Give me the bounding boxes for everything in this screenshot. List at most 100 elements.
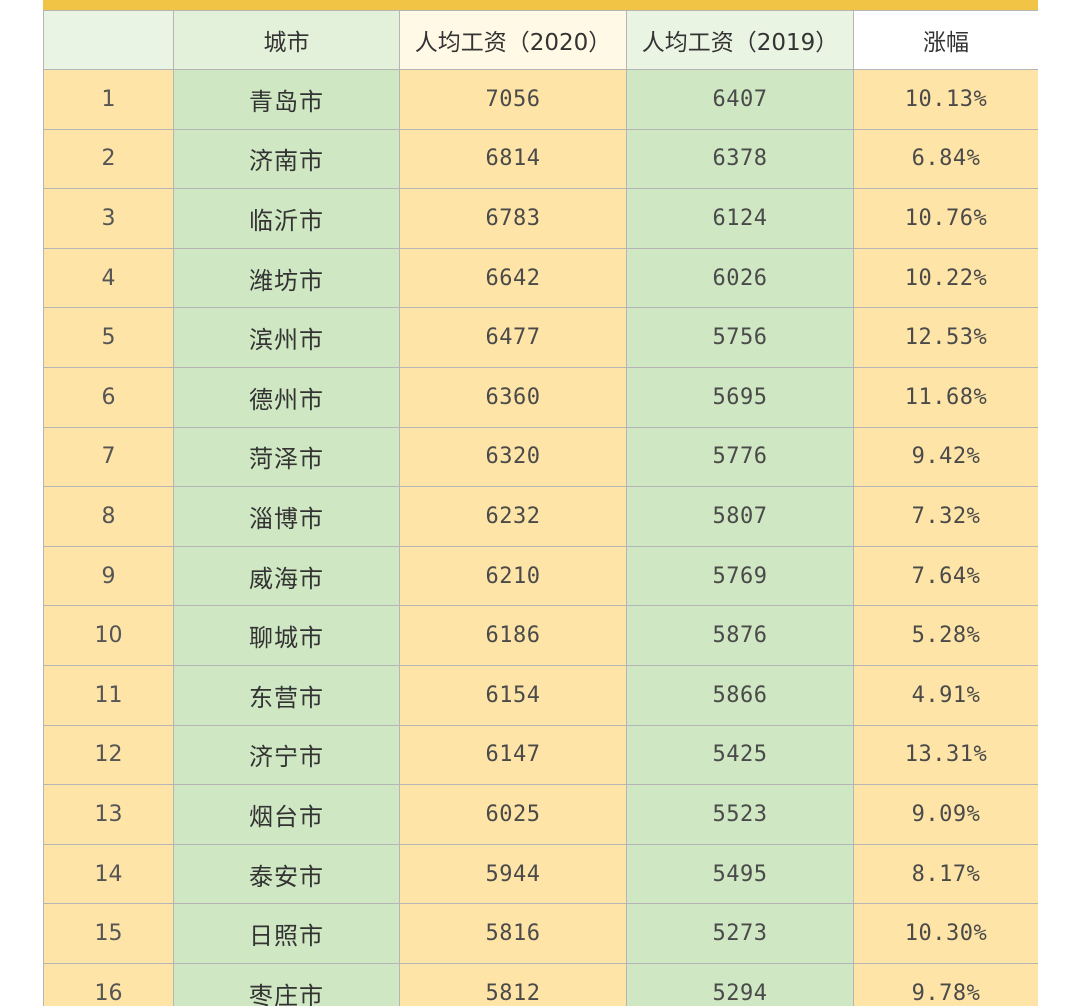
cell-rank: 2 xyxy=(43,128,174,190)
cell-wage-2019: 6124 xyxy=(626,188,854,249)
table-row: 2 济南市 6814 6378 6.84% xyxy=(43,128,1038,190)
cell-city: 淄博市 xyxy=(173,486,400,547)
cell-rise: 10.22% xyxy=(853,247,1038,309)
cell-rise: 4.91% xyxy=(853,664,1038,726)
table-row: 10 聊城市 6186 5876 5.28% xyxy=(43,605,1038,666)
cell-rise: 10.13% xyxy=(853,69,1038,130)
cell-rank: 3 xyxy=(43,188,174,249)
cell-rank: 10 xyxy=(43,605,174,666)
table-row: 13 烟台市 6025 5523 9.09% xyxy=(43,784,1038,845)
header-rise: 涨幅 xyxy=(853,10,1038,70)
cell-wage-2020: 6642 xyxy=(399,247,627,309)
table-row: 3 临沂市 6783 6124 10.76% xyxy=(43,188,1038,249)
cell-wage-2020: 6814 xyxy=(399,128,627,190)
table-row: 5 滨州市 6477 5756 12.53% xyxy=(43,307,1038,368)
cell-wage-2019: 5273 xyxy=(626,903,854,964)
cell-rank: 13 xyxy=(43,784,174,845)
cell-wage-2020: 6360 xyxy=(399,366,627,428)
cell-city: 济宁市 xyxy=(173,724,400,786)
cell-rise: 7.64% xyxy=(853,545,1038,607)
cell-wage-2019: 5776 xyxy=(626,426,854,488)
cell-wage-2020: 7056 xyxy=(399,69,627,130)
table-row: 4 潍坊市 6642 6026 10.22% xyxy=(43,247,1038,309)
cell-city: 潍坊市 xyxy=(173,247,400,309)
table-row: 6 德州市 6360 5695 11.68% xyxy=(43,366,1038,428)
cell-wage-2019: 5695 xyxy=(626,366,854,428)
cell-wage-2020: 6025 xyxy=(399,784,627,845)
cell-rank: 8 xyxy=(43,486,174,547)
cell-city: 威海市 xyxy=(173,545,400,607)
cell-rank: 7 xyxy=(43,426,174,488)
cell-rank: 15 xyxy=(43,903,174,964)
cell-city: 泰安市 xyxy=(173,843,400,905)
header-wage-2020: 人均工资（2020） xyxy=(399,10,627,70)
table-row: 11 东营市 6154 5866 4.91% xyxy=(43,664,1038,726)
cell-rank: 9 xyxy=(43,545,174,607)
table-header: 城市 人均工资（2020） 人均工资（2019） 涨幅 xyxy=(43,10,1038,70)
cell-rank: 6 xyxy=(43,366,174,428)
header-strip xyxy=(43,0,1038,10)
cell-city: 聊城市 xyxy=(173,605,400,666)
cell-city: 滨州市 xyxy=(173,307,400,368)
cell-wage-2019: 5425 xyxy=(626,724,854,786)
cell-wage-2020: 6232 xyxy=(399,486,627,547)
header-row: 城市 人均工资（2020） 人均工资（2019） 涨幅 xyxy=(43,10,1038,70)
cell-city: 青岛市 xyxy=(173,69,400,130)
cell-rise: 6.84% xyxy=(853,128,1038,190)
header-wage-2019: 人均工资（2019） xyxy=(626,10,854,70)
cell-wage-2020: 6147 xyxy=(399,724,627,786)
cell-rank: 12 xyxy=(43,724,174,786)
cell-rank: 5 xyxy=(43,307,174,368)
cell-rise: 9.09% xyxy=(853,784,1038,845)
cell-wage-2019: 5866 xyxy=(626,664,854,726)
cell-rise: 8.17% xyxy=(853,843,1038,905)
table-row: 12 济宁市 6147 5425 13.31% xyxy=(43,724,1038,786)
table-body: 1 青岛市 7056 6407 10.13% 2 济南市 6814 6378 6.84% 3 临沂市 6… xyxy=(43,69,1038,1006)
table-row: 7 菏泽市 6320 5776 9.42% xyxy=(43,426,1038,488)
cell-wage-2019: 5876 xyxy=(626,605,854,666)
cell-city: 济南市 xyxy=(173,128,400,190)
cell-wage-2020: 5944 xyxy=(399,843,627,905)
cell-wage-2020: 6320 xyxy=(399,426,627,488)
header-city: 城市 xyxy=(173,10,400,70)
cell-wage-2019: 5294 xyxy=(626,962,854,1006)
cell-wage-2020: 6210 xyxy=(399,545,627,607)
cell-wage-2020: 6477 xyxy=(399,307,627,368)
cell-rise: 5.28% xyxy=(853,605,1038,666)
cell-wage-2019: 5495 xyxy=(626,843,854,905)
cell-city: 东营市 xyxy=(173,664,400,726)
cell-city: 日照市 xyxy=(173,903,400,964)
cell-city: 枣庄市 xyxy=(173,962,400,1006)
cell-wage-2019: 6026 xyxy=(626,247,854,309)
table-row: 14 泰安市 5944 5495 8.17% xyxy=(43,843,1038,905)
cell-rank: 11 xyxy=(43,664,174,726)
cell-rise: 11.68% xyxy=(853,366,1038,428)
cell-city: 烟台市 xyxy=(173,784,400,845)
header-rank xyxy=(43,10,174,70)
cell-rank: 1 xyxy=(43,69,174,130)
cell-wage-2019: 6378 xyxy=(626,128,854,190)
cell-wage-2020: 6186 xyxy=(399,605,627,666)
table-row: 15 日照市 5816 5273 10.30% xyxy=(43,903,1038,964)
cell-wage-2019: 5523 xyxy=(626,784,854,845)
cell-city: 德州市 xyxy=(173,366,400,428)
cell-wage-2019: 5807 xyxy=(626,486,854,547)
table-row: 1 青岛市 7056 6407 10.13% xyxy=(43,69,1038,130)
table-row: 8 淄博市 6232 5807 7.32% xyxy=(43,486,1038,547)
cell-wage-2020: 5812 xyxy=(399,962,627,1006)
table-row: 9 威海市 6210 5769 7.64% xyxy=(43,545,1038,607)
cell-rise: 7.32% xyxy=(853,486,1038,547)
cell-rank: 16 xyxy=(43,962,174,1006)
cell-wage-2019: 6407 xyxy=(626,69,854,130)
cell-city: 临沂市 xyxy=(173,188,400,249)
cell-rank: 14 xyxy=(43,843,174,905)
cell-rise: 10.30% xyxy=(853,903,1038,964)
cell-rise: 9.42% xyxy=(853,426,1038,488)
cell-rise: 9.78% xyxy=(853,962,1038,1006)
cell-wage-2019: 5769 xyxy=(626,545,854,607)
cell-wage-2019: 5756 xyxy=(626,307,854,368)
wage-table: 城市 人均工资（2020） 人均工资（2019） 涨幅 1 青岛市 7056 6407… xyxy=(43,10,1038,1006)
cell-rank: 4 xyxy=(43,247,174,309)
cell-city: 菏泽市 xyxy=(173,426,400,488)
cell-wage-2020: 5816 xyxy=(399,903,627,964)
